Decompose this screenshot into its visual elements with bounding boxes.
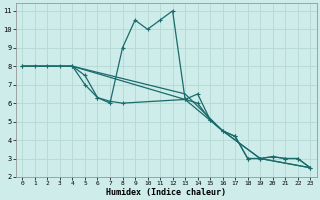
X-axis label: Humidex (Indice chaleur): Humidex (Indice chaleur) <box>106 188 226 197</box>
